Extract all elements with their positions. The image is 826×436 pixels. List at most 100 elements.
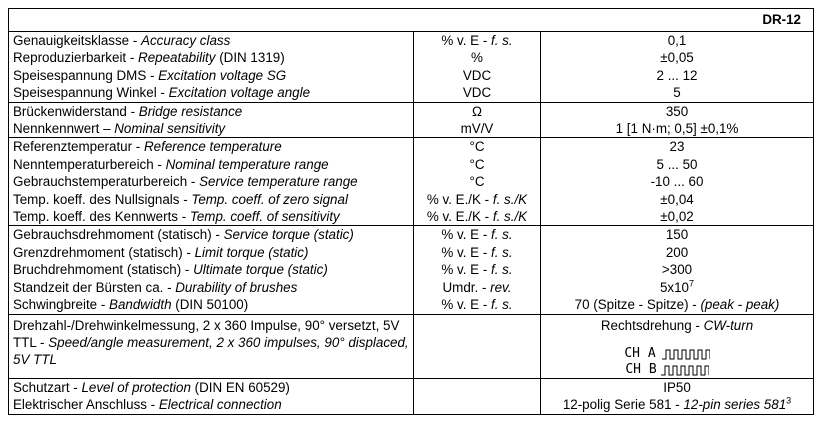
text-segment: Nominal temperature range bbox=[165, 156, 329, 172]
unit-cell: Umdr. - rev. bbox=[413, 278, 541, 297]
text-segment: 350 bbox=[665, 103, 689, 119]
text-segment: f. s. bbox=[491, 297, 513, 313]
unit-cell: % v. E - f. s. bbox=[413, 225, 541, 244]
text-segment: Grenzdrehmoment (statisch) - bbox=[13, 244, 195, 260]
spec-row: Grenzdrehmoment (statisch) - Limit torqu… bbox=[8, 243, 815, 262]
spec-row: Referenztemperatur - Reference temperatu… bbox=[8, 137, 815, 156]
text-segment: 7 bbox=[689, 278, 695, 289]
model-name: DR-12 bbox=[7, 8, 815, 32]
text-segment: 5x10 bbox=[659, 279, 690, 295]
value-cell: 1 [1 N·m; 0,5] ±0,1% bbox=[539, 120, 815, 139]
text-segment: 1 [1 N·m; 0,5] ±0,1% bbox=[615, 121, 739, 137]
value-cell: 23 bbox=[539, 137, 815, 156]
spec-row: Gebrauchstemperaturbereich - Service tem… bbox=[8, 173, 815, 191]
value-line: IP50 bbox=[545, 379, 809, 396]
text-segment: Level of protection bbox=[81, 379, 191, 395]
value-line: 23 bbox=[545, 138, 809, 155]
property-cell: Grenzdrehmoment (statisch) - Limit torqu… bbox=[8, 243, 414, 262]
unit-cell: % v. E - f. s. bbox=[413, 243, 541, 262]
text-segment: 0,1 bbox=[667, 33, 687, 48]
text-segment: Bandwidth bbox=[109, 297, 172, 313]
text-segment: Rechtsdrehung - bbox=[600, 317, 704, 333]
text-segment: Excitation voltage SG bbox=[158, 67, 287, 83]
channel-row: CH A bbox=[525, 346, 809, 362]
text-segment: Drehzahl-/Drehwinkelmessung, 2 x 360 Imp… bbox=[13, 317, 400, 350]
text-segment: °C bbox=[469, 174, 485, 190]
unit-cell: °C bbox=[413, 155, 541, 174]
text-segment: % v. E - bbox=[441, 33, 492, 48]
text-segment: °C bbox=[469, 156, 485, 172]
text-segment: Ultimate torque (static) bbox=[193, 262, 328, 278]
table-body: DR-12 Genauigkeitsklasse - Accuracy clas… bbox=[7, 8, 815, 415]
value-line: 12-polig Serie 581 - 12-pin series 5813 bbox=[545, 396, 809, 413]
value-cell: 350 bbox=[539, 101, 815, 121]
value-cell: ±0,04 bbox=[539, 190, 815, 209]
value-line: 5 ... 50 bbox=[545, 156, 809, 173]
unit-cell: mV/V bbox=[413, 120, 541, 139]
spec-row: Standzeit der Bürsten ca. - Durability o… bbox=[8, 278, 815, 297]
value-line: 1 [1 N·m; 0,5] ±0,1% bbox=[545, 120, 809, 137]
spec-row: Nenntemperaturbereich - Nominal temperat… bbox=[8, 155, 815, 174]
text-segment: Temp. koeff. des Nullsignals - bbox=[13, 191, 192, 207]
pulse-line bbox=[661, 349, 710, 360]
spec-table: DR-12 Genauigkeitsklasse - Accuracy clas… bbox=[7, 8, 815, 415]
property-cell: Nenntemperaturbereich - Nominal temperat… bbox=[8, 155, 414, 174]
text-segment: -10 ... 60 bbox=[650, 174, 704, 190]
value-line: 5 bbox=[545, 84, 809, 101]
property-cell: Speisespannung Winkel - Excitation volta… bbox=[8, 84, 414, 103]
property-cell: Referenztemperatur - Reference temperatu… bbox=[8, 137, 414, 156]
value-line: 5x107 bbox=[545, 279, 809, 296]
unit-cell bbox=[413, 313, 541, 379]
text-segment: f. s./K bbox=[492, 191, 528, 207]
unit-cell: % v. E - f. s. bbox=[413, 261, 541, 279]
pulse-wave bbox=[660, 365, 709, 376]
value-cell: 150 bbox=[539, 225, 815, 244]
text-segment: Gebrauchsdrehmoment (statisch) - bbox=[13, 227, 224, 243]
text-segment: Speisespannung DMS - bbox=[13, 67, 159, 83]
text-segment: ±0,02 bbox=[660, 209, 694, 225]
text-segment: % v. E - bbox=[441, 227, 492, 243]
text-segment: 200 bbox=[665, 244, 689, 260]
text-segment: Electrical connection bbox=[158, 397, 282, 413]
unit-cell: VDC bbox=[413, 66, 541, 85]
value-cell: 70 (Spitze - Spitze) - (peak - peak) bbox=[539, 296, 815, 315]
property-cell: Gebrauchsdrehmoment (statisch) - Service… bbox=[8, 225, 414, 244]
text-segment: CW-turn bbox=[703, 317, 754, 333]
text-segment: Ω bbox=[471, 103, 482, 119]
spec-row: Bruchdrehmoment (statisch) - Ultimate to… bbox=[8, 261, 815, 279]
spec-row: Brückenwiderstand - Bridge resistance Ω 35… bbox=[8, 101, 815, 121]
text-segment: Speed/angle measurement, 2 x 360 impulse… bbox=[13, 334, 409, 368]
text-segment: 3 bbox=[786, 395, 792, 406]
property-cell: Gebrauchstemperaturbereich - Service tem… bbox=[8, 173, 414, 191]
channel-label: CH B bbox=[625, 361, 657, 377]
value-line: ±0,04 bbox=[545, 191, 809, 208]
property-cell: Schwingbreite - Bandwidth (DIN 50100) bbox=[8, 296, 414, 315]
text-segment: Temp. coeff. of zero signal bbox=[191, 191, 348, 207]
property-cell: Nennkennwert – Nominal sensitivity bbox=[8, 120, 414, 139]
property-cell: Speisespannung DMS - Excitation voltage … bbox=[8, 66, 414, 85]
text-segment: (DIN 50100) bbox=[171, 297, 249, 313]
unit-cell: % v. E - f. s. bbox=[413, 31, 541, 50]
channel-row: CH B bbox=[525, 362, 809, 378]
property-cell: Temp. koeff. des Kennwerts - Temp. coeff… bbox=[8, 208, 414, 227]
text-segment: Standzeit der Bürsten ca. - bbox=[13, 279, 176, 295]
unit-cell: °C bbox=[413, 173, 541, 191]
text-segment: Speisespannung Winkel - bbox=[13, 85, 169, 101]
text-segment: Limit torque (static) bbox=[194, 244, 309, 260]
text-segment: Gebrauchstemperaturbereich - bbox=[13, 174, 200, 190]
text-segment: Accuracy class bbox=[141, 33, 231, 48]
value-line: 0,1 bbox=[545, 32, 809, 49]
spec-sheet: DR-12 Genauigkeitsklasse - Accuracy clas… bbox=[7, 8, 815, 415]
text-segment: (DIN 1319) bbox=[215, 50, 285, 66]
value-cell: 5 bbox=[539, 84, 815, 103]
text-segment: Service torque (static) bbox=[223, 227, 354, 243]
spec-row: Schwingbreite - Bandwidth (DIN 50100)% v… bbox=[8, 296, 815, 315]
spec-row: Elektrischer Anschluss - Electrical conn… bbox=[8, 396, 815, 415]
text-segment: ±0,04 bbox=[660, 191, 694, 207]
unit-cell: % v. E./K - f. s./K bbox=[413, 208, 541, 227]
spec-row: Reproduzierbarkeit - Repeatability (DIN … bbox=[8, 49, 815, 67]
text-segment: Repeatability bbox=[138, 50, 216, 66]
value-line: Rechtsdrehung - CW-turn bbox=[545, 317, 809, 334]
text-segment: % v. E - bbox=[441, 262, 492, 278]
property-cell: Temp. koeff. des Nullsignals - Temp. coe… bbox=[8, 190, 414, 209]
